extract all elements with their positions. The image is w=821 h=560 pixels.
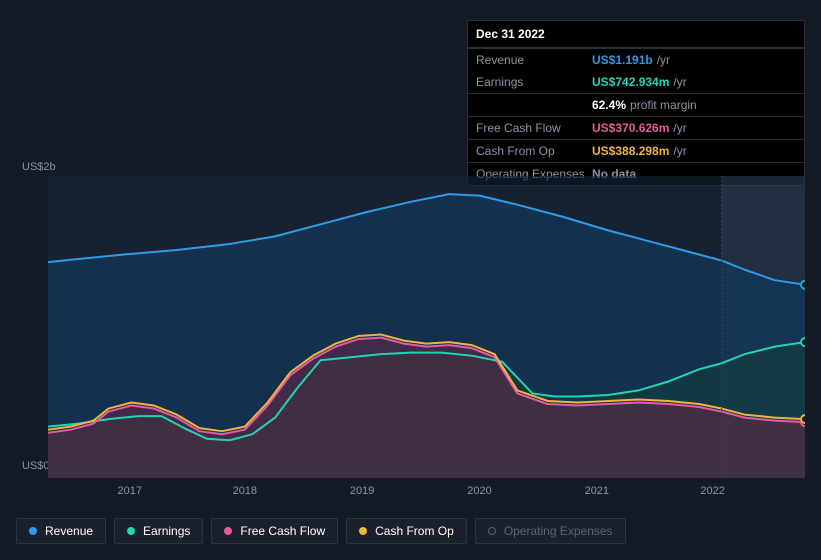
x-tick: 2022 [700, 485, 724, 497]
x-tick: 2019 [350, 485, 374, 497]
tooltip-row: Cash From OpUS$388.298m/yr [468, 139, 804, 162]
tooltip-row-value-wrap: US$742.934m/yr [592, 75, 687, 89]
x-tick: 2018 [233, 485, 257, 497]
tooltip-row-value-wrap: 62.4% profit margin [592, 98, 697, 112]
legend-label: Revenue [45, 524, 93, 538]
tooltip-row: EarningsUS$742.934m/yr [468, 71, 804, 93]
tooltip-row-value: US$370.626m [592, 121, 669, 135]
tooltip-row-note: profit margin [630, 98, 697, 112]
legend-item-earnings[interactable]: Earnings [114, 518, 203, 544]
legend-item-cash-from-op[interactable]: Cash From Op [346, 518, 467, 544]
legend-swatch [224, 527, 232, 535]
legend-label: Cash From Op [375, 524, 454, 538]
tooltip-row-label [476, 98, 592, 112]
tooltip-row: 62.4% profit margin [468, 93, 804, 116]
x-axis: 2017 2018 2019 2020 2021 2022 [16, 485, 805, 501]
legend-label: Earnings [143, 524, 190, 538]
tooltip-row-value-wrap: US$388.298m/yr [592, 144, 687, 158]
tooltip-row-unit: /yr [657, 53, 670, 67]
legend-label: Free Cash Flow [240, 524, 325, 538]
tooltip-row-unit: /yr [673, 144, 686, 158]
tooltip-row-label: Free Cash Flow [476, 121, 592, 135]
legend-item-free-cash-flow[interactable]: Free Cash Flow [211, 518, 338, 544]
legend-swatch [127, 527, 135, 535]
tooltip-date: Dec 31 2022 [468, 21, 804, 48]
tooltip-row-label: Revenue [476, 53, 592, 67]
chart-legend: Revenue Earnings Free Cash Flow Cash From O… [16, 518, 626, 544]
tooltip-row: Free Cash FlowUS$370.626m/yr [468, 116, 804, 139]
tooltip-row-value: US$1.191b [592, 53, 653, 67]
tooltip-row-value-wrap: US$370.626m/yr [592, 121, 687, 135]
tooltip-row-label: Earnings [476, 75, 592, 89]
legend-item-revenue[interactable]: Revenue [16, 518, 106, 544]
tooltip-row-value: 62.4% [592, 98, 626, 112]
legend-swatch [359, 527, 367, 535]
tooltip-row-value: US$388.298m [592, 144, 669, 158]
x-tick: 2020 [467, 485, 491, 497]
chart-widget: Dec 31 2022 RevenueUS$1.191b/yrEarningsU… [0, 0, 821, 560]
tooltip-row-value: US$742.934m [592, 75, 669, 89]
x-tick: 2017 [118, 485, 142, 497]
tooltip-row-unit: /yr [673, 121, 686, 135]
legend-swatch [488, 527, 496, 535]
x-tick: 2021 [585, 485, 609, 497]
tooltip-row: RevenueUS$1.191b/yr [468, 48, 804, 71]
chart-plot-area[interactable] [16, 160, 805, 478]
legend-swatch [29, 527, 37, 535]
tooltip-row-label: Cash From Op [476, 144, 592, 158]
tooltip-row-value-wrap: US$1.191b/yr [592, 53, 670, 67]
tooltip-row-unit: /yr [673, 75, 686, 89]
legend-item-operating-expenses[interactable]: Operating Expenses [475, 518, 626, 544]
legend-label: Operating Expenses [504, 524, 613, 538]
